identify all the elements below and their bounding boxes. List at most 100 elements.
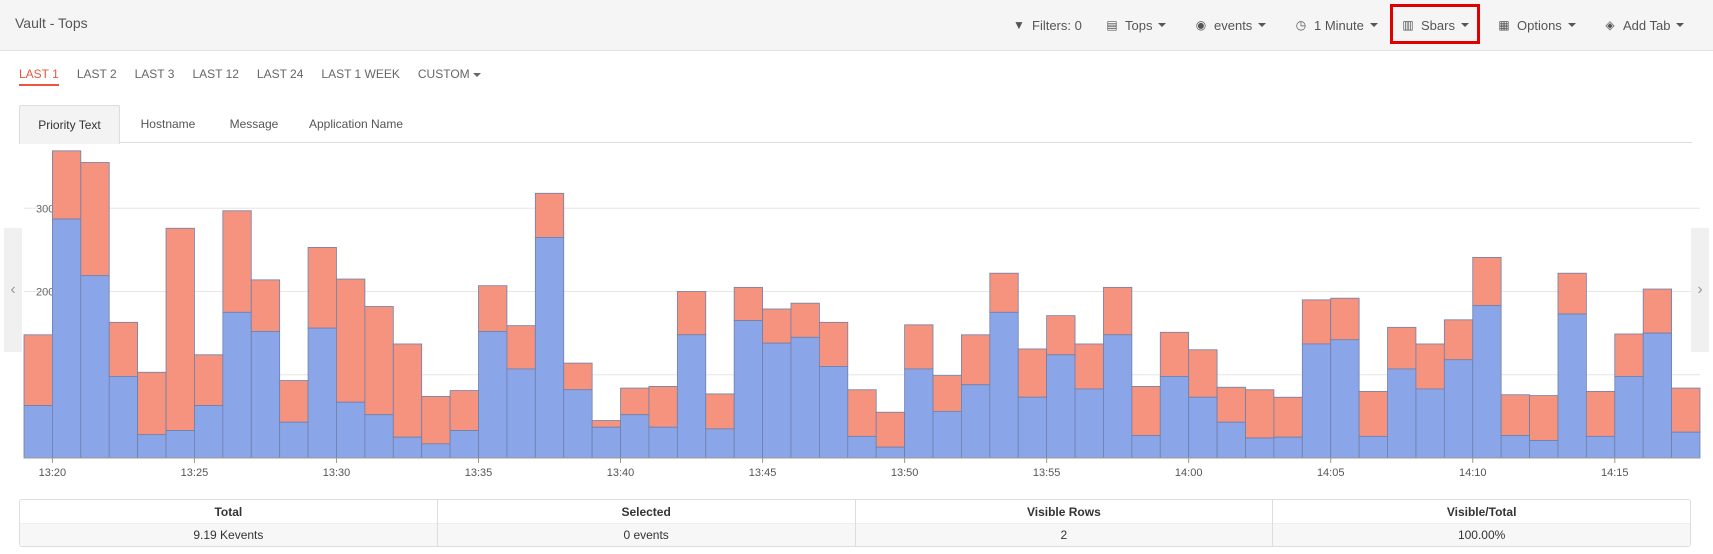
events-label: events [1214, 17, 1253, 33]
stat-value: 2 [855, 523, 1273, 546]
bar-segment-orange [1103, 286, 1133, 336]
tab-application-name[interactable]: Application Name [308, 117, 404, 131]
bar-segment-orange [1188, 349, 1218, 398]
range-last-24[interactable]: LAST 24 [257, 67, 303, 86]
bar-segment-blue [108, 376, 139, 459]
bar-segment-blue [364, 414, 394, 459]
bar-segment-blue [1301, 343, 1332, 459]
chart-next-button[interactable]: › [1691, 228, 1709, 352]
bar-segment-orange [875, 411, 906, 448]
bar-segment-blue [648, 426, 678, 459]
bar-segment-blue [620, 414, 650, 459]
sbars-label: Sbars [1421, 17, 1455, 33]
table-icon: ▤ [1106, 18, 1118, 32]
bar-segment-blue [1245, 437, 1275, 459]
filters-menu-button[interactable]: ▼ Filters: 0 [1012, 14, 1082, 36]
bar-segment-blue [1103, 334, 1133, 459]
page-title: Vault - Tops [15, 15, 88, 31]
range-label: LAST 24 [256, 67, 304, 81]
bar-segment-orange [1216, 386, 1246, 423]
range-last-1-week[interactable]: LAST 1 WEEK [321, 67, 399, 86]
x-tick-label: 14:05 [1317, 467, 1345, 479]
bar-segment-blue [1443, 359, 1474, 459]
bar-segment-orange [932, 375, 962, 412]
bar-segment-orange [1557, 272, 1587, 315]
clock-icon: ◷ [1295, 18, 1307, 32]
range-last-2[interactable]: LAST 2 [77, 67, 117, 86]
bar-segment-blue [563, 389, 593, 459]
bar-segment-orange [648, 386, 678, 428]
sbars-highlight-box [1390, 4, 1480, 44]
tags-icon: ◈ [1605, 18, 1615, 32]
x-tick-label: 13:55 [1033, 467, 1061, 479]
tops-menu-button[interactable]: ▤ Tops [1105, 14, 1167, 36]
bar-segment-orange [904, 324, 934, 370]
bar-segment-orange [1358, 391, 1388, 437]
bar-segment-orange [733, 286, 763, 322]
chart-prev-button[interactable]: ‹ [4, 228, 22, 352]
bar-segment-orange [137, 371, 167, 436]
stat-header: Visible Rows [1026, 504, 1101, 519]
bar-segment-blue [80, 275, 110, 459]
bar-segment-blue [52, 218, 82, 459]
caret-down-icon [1369, 23, 1378, 27]
stat-column: Visible/Total 100.00% [1273, 500, 1690, 546]
range-custom[interactable]: CUSTOM [418, 67, 481, 86]
bar-segment-orange [1614, 333, 1644, 377]
bar-segment-orange [1500, 394, 1530, 436]
bar-segment-blue [847, 435, 877, 459]
options-label: Options [1517, 17, 1562, 33]
bar-segment-blue [904, 368, 934, 459]
events-menu-button[interactable]: ◉ events [1194, 14, 1267, 36]
stat-value: 9.19 Kevents [20, 523, 437, 546]
bar-segment-blue [336, 401, 366, 459]
bar-segment-orange [307, 246, 337, 329]
range-label: LAST 1 [19, 67, 59, 81]
interval-menu-button[interactable]: ◷ 1 Minute [1294, 14, 1378, 36]
bar-segment-blue [762, 342, 792, 459]
range-last-12[interactable]: LAST 12 [192, 67, 238, 86]
bar-segment-blue [478, 331, 508, 459]
x-tick-label: 14:10 [1459, 467, 1487, 479]
bar-chart-icon: ▥ [1402, 18, 1414, 32]
bar-segment-blue [1671, 431, 1701, 459]
bar-segment-orange [194, 354, 224, 406]
sbars-menu-button[interactable]: ▥ Sbars [1401, 14, 1469, 36]
stats-table: Total 9.19 Kevents Selected 0 events Visible… [19, 499, 1691, 547]
bar-segment-blue [250, 331, 281, 459]
bar-segment-blue [222, 311, 252, 459]
caret-down-icon [1158, 23, 1167, 27]
tab-hostname[interactable]: Hostname [140, 117, 196, 131]
bar-segment-blue [932, 410, 962, 459]
stat-column: Selected 0 events [437, 500, 856, 546]
x-tick-label: 14:00 [1175, 467, 1203, 479]
range-last-1[interactable]: LAST 1 [19, 67, 59, 86]
addtab-menu-button[interactable]: ◈ Add Tab [1603, 14, 1685, 36]
bar-segment-blue [194, 405, 224, 459]
bar-segment-orange [1529, 395, 1559, 441]
tab-message[interactable]: Message [229, 117, 279, 131]
bar-segment-orange [705, 393, 735, 430]
bar-segment-blue [1131, 435, 1161, 459]
bar-segment-orange [449, 390, 479, 431]
tab-bar: Priority Text Hostname Message Application … [19, 105, 1692, 144]
chart-container: 100 events200 events300 events13:2013:25… [0, 150, 1713, 480]
caret-down-icon [1460, 23, 1469, 27]
bar-segment-blue [705, 428, 735, 459]
tab-priority-text[interactable]: Priority Text [19, 105, 120, 144]
bar-segment-orange [1585, 391, 1616, 437]
bar-segment-blue [676, 334, 707, 459]
bar-segment-orange [1017, 348, 1048, 398]
bar-segment-orange [1131, 386, 1161, 436]
range-last-3[interactable]: LAST 3 [135, 67, 175, 86]
bar-segment-blue [1358, 435, 1388, 459]
bar-segment-orange [421, 395, 451, 445]
bar-segment-orange [1387, 326, 1417, 370]
bar-segment-blue [1529, 440, 1559, 459]
bar-segment-orange [250, 279, 281, 332]
x-tick-label: 13:30 [323, 467, 351, 479]
bar-segment-orange [478, 285, 508, 332]
options-menu-button[interactable]: ▦ Options [1497, 14, 1576, 36]
bar-segment-blue [137, 434, 167, 459]
bar-segment-orange [1443, 319, 1474, 361]
